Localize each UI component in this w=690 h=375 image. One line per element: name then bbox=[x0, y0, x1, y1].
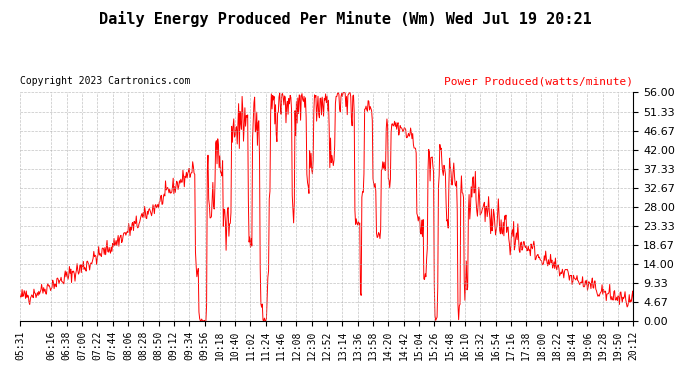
Text: Copyright 2023 Cartronics.com: Copyright 2023 Cartronics.com bbox=[20, 76, 190, 87]
Text: Daily Energy Produced Per Minute (Wm) Wed Jul 19 20:21: Daily Energy Produced Per Minute (Wm) We… bbox=[99, 11, 591, 27]
Text: Power Produced(watts/minute): Power Produced(watts/minute) bbox=[444, 76, 633, 87]
